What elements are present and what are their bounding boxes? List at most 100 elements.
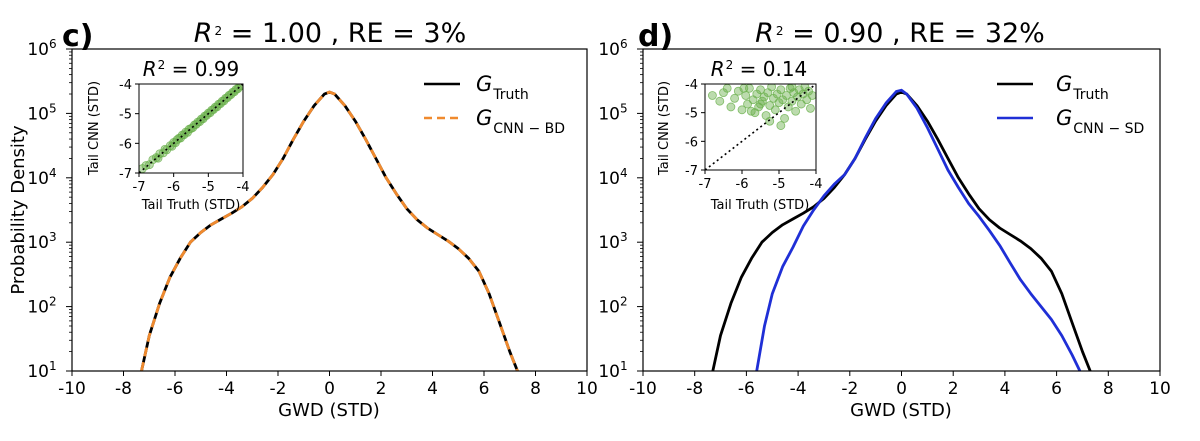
inset-xtick-label: -5 (202, 180, 215, 195)
xtick-label: -2 (841, 379, 858, 399)
legend-cnn-bd-sub: CNN − BD (493, 121, 565, 137)
panel-c-xlabel: GWD (STD) (278, 400, 380, 421)
panel-c-title-rest: = 1.00 , RE = 3% (222, 18, 466, 49)
ytick-label: 106 (598, 37, 627, 60)
inset-c-xlabel: Tail Truth (STD) (141, 198, 241, 213)
inset-c-frame (138, 83, 244, 174)
panel-d-title-rest: = 0.90 , RE = 32% (784, 18, 1045, 49)
inset-xtick-label: -7 (133, 180, 146, 195)
inset-d-title-r: R (711, 57, 725, 81)
inset-ytick-label: -7 (119, 167, 132, 182)
ytick-label: 106 (27, 37, 56, 60)
xtick-label: 8 (530, 379, 541, 399)
legend-label-cnn-bd: GCNN − BD (476, 106, 565, 137)
xtick-label: 2 (376, 379, 387, 399)
xtick-label: -4 (218, 379, 235, 399)
inset-xtick-label: -7 (699, 177, 712, 192)
inset-ytick-label: -6 (685, 135, 698, 150)
scatter-point (776, 85, 786, 95)
legend-cnn-sd-main: G (1056, 106, 1072, 130)
scatter-point (765, 116, 775, 126)
panel-c-title-r: R (194, 18, 213, 49)
scatter-point (730, 93, 739, 103)
panel-c-legend: GTruth GCNN − BD (424, 72, 565, 137)
panel-c-letter: c) (62, 19, 94, 54)
xtick-label: -8 (115, 379, 132, 399)
scatter-point (726, 102, 736, 112)
xtick-label: 2 (948, 379, 959, 399)
ytick-label: 101 (27, 359, 56, 382)
scatter-point (141, 161, 151, 170)
xtick-label: 4 (427, 379, 438, 399)
ytick-label: 102 (598, 295, 627, 318)
xtick-label: 8 (1103, 379, 1114, 399)
scatter-point (739, 84, 749, 93)
legend-label-truth-d: GTruth (1056, 72, 1109, 103)
xtick-label: -6 (167, 379, 184, 399)
inset-d-title-exp: 2 (726, 58, 734, 72)
panel-d-xlabel: GWD (STD) (850, 400, 952, 421)
panel-d-inset: R2 = 0.14 -7 -6 -5 -4 -7 -6 -5 -4 Tail Truth (… (657, 57, 822, 213)
scatter-point (741, 91, 751, 100)
xtick-label: 6 (1051, 379, 1062, 399)
scatter-point (791, 106, 801, 116)
legend-cnn-sd-sub: CNN − SD (1073, 121, 1144, 137)
inset-d-title-rest: = 0.14 (733, 57, 807, 81)
scatter-point (767, 84, 776, 92)
xtick-label: -10 (629, 379, 657, 399)
series-line-g-cnn-bd (140, 90, 519, 371)
scatter-point (780, 114, 789, 123)
series-line-g-cnn-sd (755, 88, 1082, 371)
inset-c-title-r: R (143, 57, 157, 81)
scatter-point (806, 103, 815, 113)
inset-xtick-label: -4 (237, 180, 250, 195)
xtick-label: 0 (896, 379, 907, 399)
scatter-point (770, 105, 780, 115)
series-line-g-truth (711, 90, 1092, 371)
panel-c-ylabel: Probability Density (8, 125, 29, 295)
panel-c-inset: R2 = 0.99 -7 -6 -5 -4 -7 -6 -5 -4 Tail Truth (… (87, 57, 249, 213)
ytick-label: 105 (27, 101, 56, 124)
scatter-point (153, 153, 163, 163)
scatter-point (782, 91, 791, 100)
xtick-label: -8 (686, 379, 703, 399)
scatter-point (756, 99, 765, 109)
scatter-point (776, 121, 786, 130)
ytick-label: 104 (27, 166, 56, 189)
inset-d-xlabel: Tail Truth (STD) (710, 198, 810, 213)
ytick-label: 103 (27, 230, 56, 253)
xtick-label: 10 (1149, 379, 1171, 399)
legend-label-cnn-sd: GCNN − SD (1056, 106, 1144, 137)
inset-ytick-label: -5 (119, 108, 132, 123)
ytick-label: 102 (27, 295, 56, 318)
scatter-point (708, 91, 717, 100)
scatter-point (787, 84, 797, 92)
inset-ytick-label: -4 (685, 78, 698, 93)
inset-d-title: R2 = 0.14 (711, 57, 808, 81)
panel-d-title-r: R (755, 18, 774, 49)
ytick-label: 104 (598, 166, 627, 189)
inset-d-ylabel: Tail CNN (STD) (657, 81, 672, 176)
legend-truth-sub: Truth (492, 87, 529, 103)
inset-ytick-label: -6 (119, 137, 132, 152)
ytick-label: 101 (598, 359, 627, 382)
scatter-point (722, 84, 732, 93)
xtick-label: -6 (738, 379, 755, 399)
legend-truth-d-main: G (1056, 72, 1072, 96)
scatter-point (715, 96, 725, 106)
legend-cnn-bd-main: G (476, 106, 492, 130)
inset-c-title-rest: = 0.99 (165, 57, 239, 81)
inset-xtick-label: -4 (810, 177, 823, 192)
inset-ytick-label: -5 (685, 107, 698, 122)
legend-truth-d-sub: Truth (1072, 87, 1109, 103)
xtick-label: -2 (270, 379, 287, 399)
xtick-label: -4 (790, 379, 807, 399)
inset-xtick-label: -6 (736, 177, 749, 192)
xtick-label: 0 (324, 379, 335, 399)
ytick-label: 103 (598, 230, 627, 253)
scatter-point (807, 91, 816, 100)
